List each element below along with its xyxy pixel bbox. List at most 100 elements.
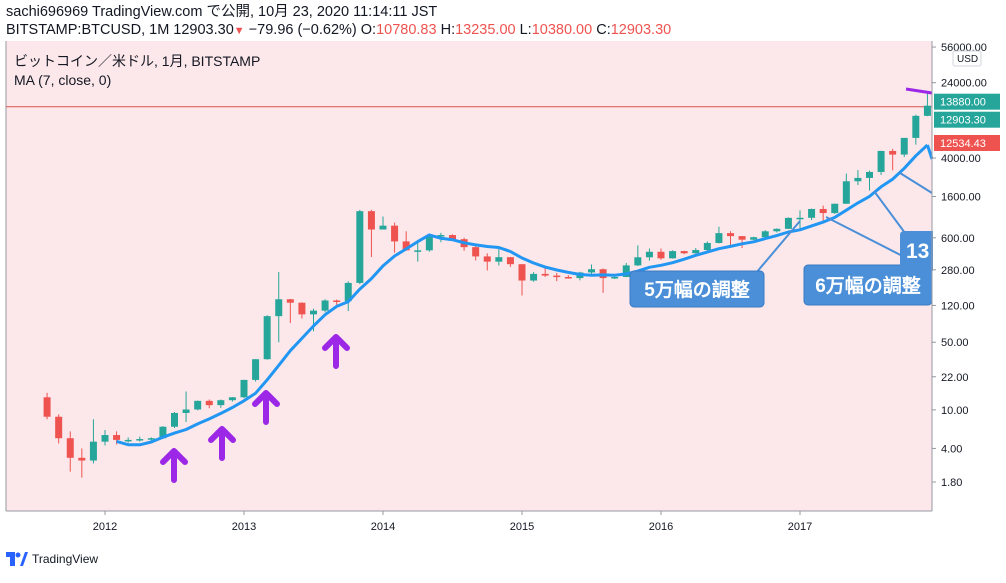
candle-body [472,247,480,257]
legend-indicator: MA (7, close, 0) [14,72,111,88]
price-label-text: 12534.43 [940,138,986,150]
candle-body [147,438,155,440]
open-value: 10780.83 [376,22,437,38]
candle-body [634,257,642,266]
candle-body [286,299,294,303]
candle-body [171,412,178,427]
plot-background [6,41,932,511]
x-tick-label: 2017 [788,521,812,533]
candle-body [159,426,167,439]
candle-body [622,265,630,277]
candle-body [588,269,595,273]
price-chart[interactable]: 1.80 4.00 10.00 22.00 50.00 120.00 280.00 600.0… [0,41,1006,578]
candle-body [367,211,375,230]
candle-body [506,257,514,265]
candle-body [715,233,723,243]
candle-body [379,225,387,230]
price-label-box [934,111,1000,128]
y-tick-label: 24000.00 [941,78,987,90]
x-tick-label: 2013 [232,521,256,533]
chart-header: sachi696969 TradingView.com で公開, 10月 23,… [6,4,671,40]
candle-body [402,241,410,251]
candle-body [344,282,352,302]
callout-5man-label: 5万幅の調整 [644,278,750,301]
candle-body [182,409,190,413]
candle-body [217,400,225,406]
candle-body [228,397,236,401]
candle-body [750,237,758,240]
candle-body [310,310,317,315]
tradingview-logo[interactable]: TradingView [6,552,98,566]
candle-body [854,177,862,182]
candle-body [889,150,897,155]
brand-label: TradingView [32,552,99,566]
candle-body [113,435,121,440]
candle-body [877,150,885,172]
purple-arrow-1 [160,448,188,483]
candle-body [553,275,561,278]
y-tick-label: 1600.00 [941,192,981,204]
candle-body [761,231,769,238]
candle-body [78,457,86,461]
purple-trend-line [905,87,933,95]
x-tick-label: 2012 [93,521,117,533]
candle-body [541,273,549,276]
y-tick-label: 280.00 [941,265,975,277]
candle-body [321,300,329,311]
candle-body [657,251,665,259]
candle-body [808,208,816,218]
price-label-text: 13880.00 [940,97,986,109]
low-label: L: [519,22,532,38]
callout-13-box [900,231,940,271]
chart-area[interactable]: 1.80 4.00 10.00 22.00 50.00 120.00 280.00 600.0… [0,41,1006,578]
currency-badge [952,50,982,67]
purple-arrow-2 [208,426,236,461]
y-tick-label: 22.00 [941,372,969,384]
candle-body [727,233,734,237]
candle-body [298,302,306,315]
x-tick-label: 2016 [649,521,673,533]
candle-body [252,359,260,380]
candle-body [819,208,827,214]
candle-body [564,276,572,279]
candle-body [414,250,422,252]
high-value: 13235.00 [455,22,516,38]
close-label: C: [596,22,611,38]
candle-body [738,236,746,240]
price-label-box [934,93,1000,110]
purple-arrow-3 [252,390,280,425]
candle-body [391,225,399,242]
x-tick-label: 2014 [371,521,395,533]
candle-body [89,441,97,461]
price-label-text: 12903.30 [940,115,986,127]
candle-body [611,276,619,279]
candle-body [263,316,271,360]
change-down-icon: ▼ [233,25,245,37]
candle-body [136,439,144,441]
open-label: O: [360,22,377,38]
candle-body [866,171,873,178]
candle-body [900,137,908,155]
low-value: 10380.00 [531,22,593,38]
candle-body [425,236,433,251]
close-value: 12903.30 [610,22,672,38]
candle-body [43,397,51,417]
candle-body [275,299,283,317]
candle-body [55,416,63,439]
candle-body [692,250,700,254]
candle-body [66,438,74,458]
y-tick-label: 600.00 [941,233,975,245]
x-tick-label: 2015 [510,521,534,533]
price-label-box [934,134,1000,151]
tradingview-logo-icon [6,552,28,566]
candle-body [124,439,132,442]
callout-13-label: 13 [906,240,929,263]
candle-body [773,228,781,232]
candle-body [645,251,653,258]
candle-body [518,264,526,281]
candle-body [784,217,792,229]
candle-body [680,251,688,254]
y-tick-label: 50.00 [941,337,969,349]
candle-body [912,115,920,138]
candle-body [703,242,711,251]
